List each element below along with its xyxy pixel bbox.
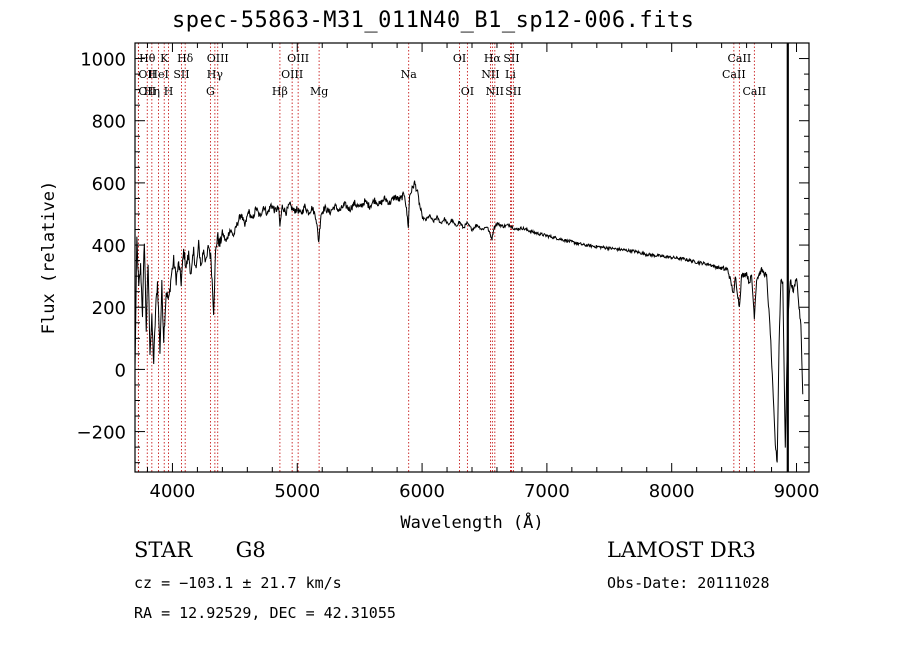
object-class-info: STAR G8 [134,538,266,562]
y-tick-label: 800 [92,112,126,133]
line-label-sii: SII [503,52,519,65]
spectrum-line [134,180,804,463]
line-label-li: Li [505,68,516,81]
line-label-mg: Mg [310,85,328,98]
line-label-caii: CaII [742,85,766,98]
y-tick-label: −200 [77,423,126,444]
x-axis-label: Wavelength (Å) [400,511,543,533]
spectrum-layer [134,43,804,472]
line-label-oiii: OIII [287,52,309,65]
line-labels-layer: OII OII Hθ Hη HeI K H SII Hδ G Hγ OIII Hβ OIII OIII Mg N… [138,52,766,98]
line-label-oiii: OIII [281,68,303,81]
line-label-hα: Hα [484,52,502,65]
x-tick-label: 6000 [399,481,445,502]
line-label-nii: NII [486,85,504,98]
line-label-caii: CaII [728,52,752,65]
survey-name: LAMOST DR3 [607,538,756,562]
line-label-hβ: Hβ [272,85,288,98]
line-label-hθ: Hθ [139,52,156,65]
y-tick-label: 1000 [80,50,126,71]
line-label-hei: HeI [148,68,168,81]
line-label-caii: CaII [722,68,746,81]
line-label-oi: OI [453,52,466,65]
line-label-g: G [206,85,215,98]
line-label-oiii: OIII [207,52,229,65]
x-tick-label: 5000 [274,481,320,502]
axes-layer: 4000 5000 6000 7000 8000 9000 −200 0 200 400 600 80… [39,43,819,533]
line-label-oii: OII [138,68,156,81]
x-tick-label: 9000 [774,481,820,502]
line-label-h: H [164,85,174,98]
y-tick-label: 400 [92,236,126,257]
obs-date: Obs-Date: 20111028 [607,574,770,592]
line-label-na: Na [401,68,418,81]
x-tick-label: 7000 [524,481,570,502]
line-label-hγ: Hγ [207,68,224,81]
plot-frame [134,42,810,473]
object-subclass: G8 [235,538,266,562]
y-tick-label: 200 [92,298,126,319]
object-class: STAR [134,538,193,562]
y-tick-label: 600 [92,174,126,195]
redshift-info: cz = −103.1 ± 21.7 km/s [134,574,342,592]
line-label-nii: NII [481,68,499,81]
coordinates: RA = 12.92529, DEC = 42.31055 [134,604,396,622]
chart-title: spec-55863-M31_011N40_B1_sp12-006.fits [172,8,695,33]
line-label-k: K [160,52,169,65]
x-tick-label: 4000 [150,481,196,502]
line-label-hη: Hη [144,85,160,98]
line-label-sii: SII [173,68,189,81]
line-label-hδ: Hδ [177,52,194,65]
y-axis-label: Flux (relative) [39,181,59,335]
line-label-sii: SII [505,85,521,98]
line-markers-layer [137,43,755,472]
line-label-oi: OI [461,85,474,98]
y-tick-label: 0 [115,360,126,381]
line-label-oii: OII [138,85,156,98]
x-tick-label: 8000 [649,481,695,502]
